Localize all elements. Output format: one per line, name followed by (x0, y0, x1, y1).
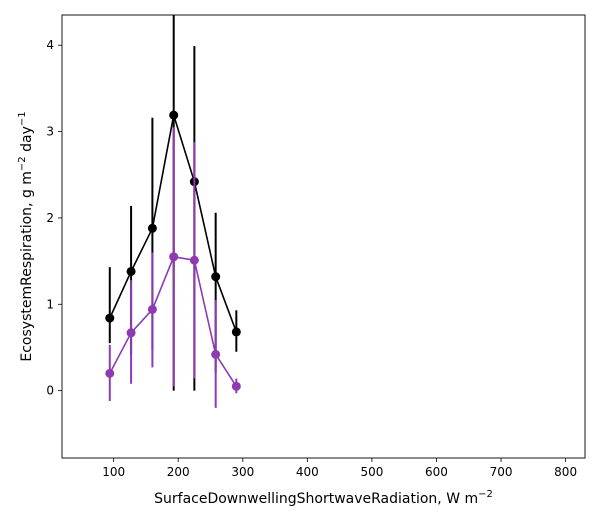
y-tick-label: 3 (46, 125, 54, 139)
x-tick-label: 500 (360, 465, 383, 479)
x-tick-label: 400 (296, 465, 319, 479)
data-point (147, 304, 157, 314)
data-point (231, 327, 241, 337)
y-axis-label: EcosystemRespiration, g m−2 day−1 (17, 111, 35, 361)
y-tick-label: 1 (46, 297, 54, 311)
data-point (147, 223, 157, 233)
y-tick-label: 4 (46, 38, 54, 52)
data-point (126, 266, 136, 276)
x-tick-label: 200 (167, 465, 190, 479)
x-tick-label: 300 (231, 465, 254, 479)
x-tick-label: 700 (490, 465, 513, 479)
x-axis-label: SurfaceDownwellingShortwaveRadiation, W … (154, 489, 493, 507)
data-point (231, 381, 241, 391)
y-tick-label: 2 (46, 211, 54, 225)
plot-frame (61, 14, 586, 459)
data-point (105, 368, 115, 378)
data-point (105, 313, 115, 323)
y-axis-label-exponent-1: −2 (17, 156, 28, 171)
data-point (169, 110, 179, 120)
y-axis-label-exponent-2: −1 (17, 111, 28, 126)
plot-background (62, 15, 585, 458)
x-axis: 100 200 300 400 500 600 700 800 (102, 458, 577, 479)
y-tick-label: 0 (46, 384, 54, 398)
x-tick-label: 100 (102, 465, 125, 479)
series-2 (105, 127, 241, 408)
y-axis: 0 1 2 3 4 (46, 38, 62, 398)
data-point (211, 272, 221, 282)
data-point (126, 328, 136, 338)
data-point (189, 255, 199, 265)
x-tick-label: 600 (425, 465, 448, 479)
x-tick-label: 800 (554, 465, 577, 479)
data-point (169, 252, 179, 262)
data-point (211, 349, 221, 359)
x-axis-label-exponent: −2 (478, 489, 493, 500)
series-layer (105, 15, 241, 408)
y-axis-label-day: day (19, 126, 35, 156)
